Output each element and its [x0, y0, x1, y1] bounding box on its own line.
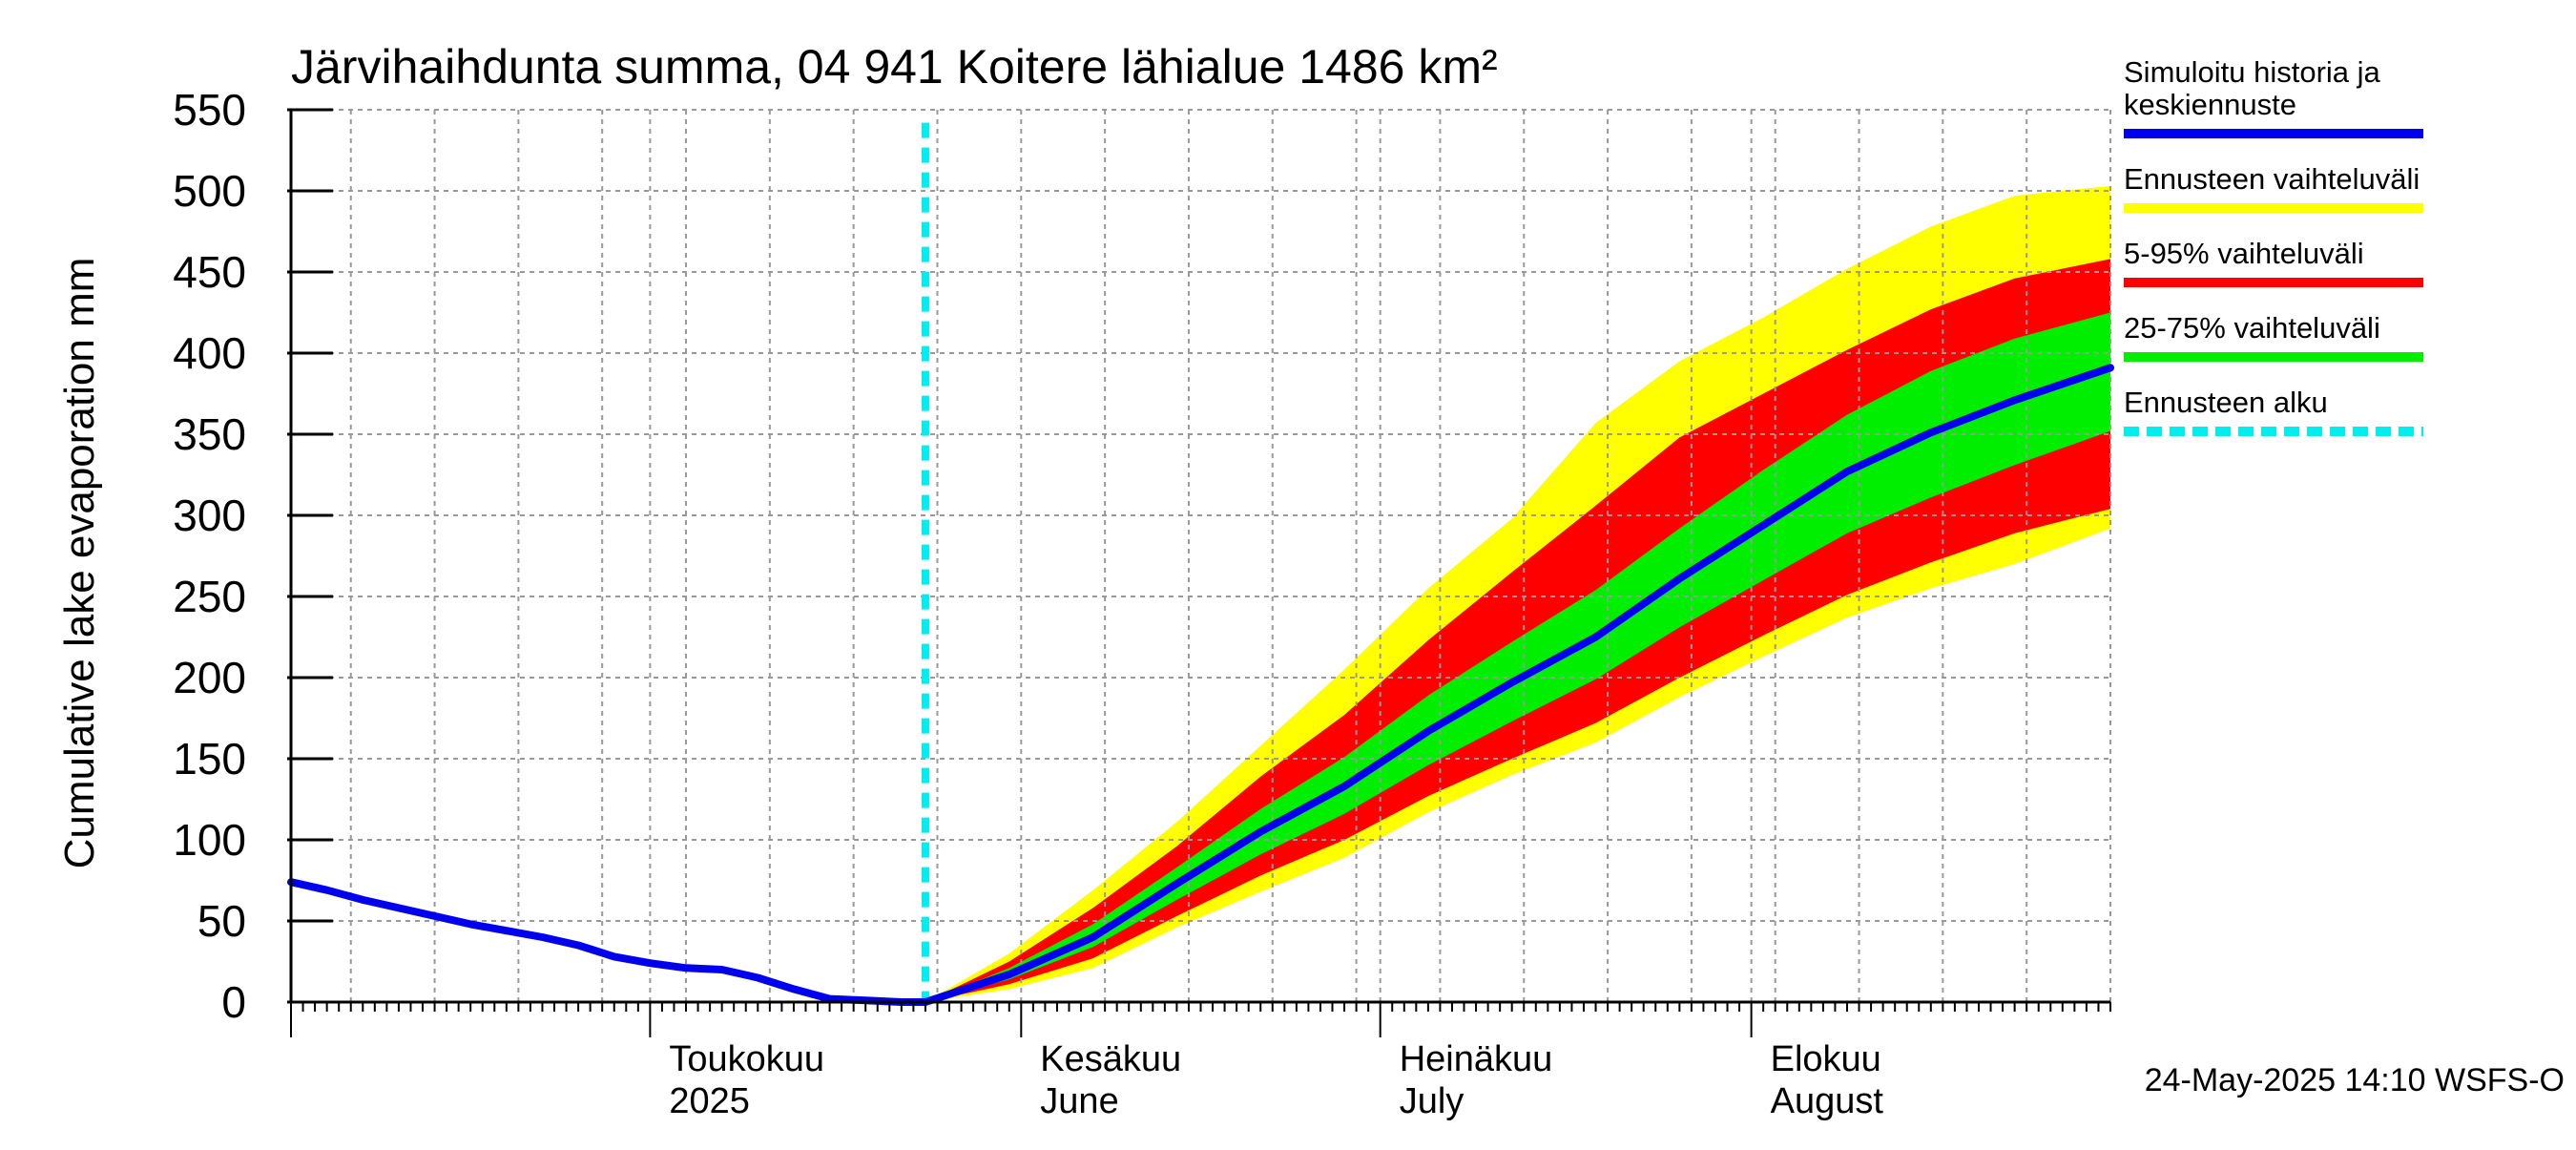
y-tick-label: 550 — [173, 85, 246, 135]
x-month-label: Toukokuu — [669, 1039, 824, 1079]
legend-label: 25-75% vaihteluväli — [2124, 311, 2380, 345]
legend-label: 5-95% vaihteluväli — [2124, 237, 2364, 270]
y-tick-label: 350 — [173, 409, 246, 459]
median-line — [287, 364, 2114, 1006]
y-tick-label: 50 — [197, 896, 246, 946]
forecast-bands — [924, 185, 2110, 1002]
series-lines — [287, 122, 2114, 1006]
y-tick-label: 250 — [173, 572, 246, 621]
x-month-sublabel: July — [1400, 1081, 1465, 1121]
y-axis-label: Cumulative lake evaporation mm — [56, 258, 103, 869]
y-tick-label: 500 — [173, 166, 246, 216]
legend-label: Simuloitu historia ja keskiennuste — [2124, 55, 2381, 121]
x-month-label: Heinäkuu — [1400, 1039, 1553, 1079]
band-25-75 — [924, 312, 2110, 1002]
timestamp-label: 24-May-2025 14:10 WSFS-O — [2145, 1062, 2565, 1098]
x-month-label: Kesäkuu — [1040, 1039, 1181, 1079]
y-tick-label: 0 — [221, 977, 246, 1027]
x-month-label: Elokuu — [1771, 1039, 1881, 1079]
chart-title: Järvihaihdunta summa, 04 941 Koitere läh… — [291, 40, 1498, 94]
x-month-sublabel: June — [1040, 1081, 1118, 1121]
grid-lines — [290, 109, 2111, 1003]
legend-label: Ennusteen alku — [2124, 386, 2328, 419]
y-tick-label: 400 — [173, 328, 246, 378]
legend-label: Ennusteen vaihteluväli — [2124, 162, 2420, 196]
x-month-sublabel: 2025 — [669, 1081, 750, 1121]
y-tick-label: 150 — [173, 734, 246, 784]
x-month-sublabel: August — [1771, 1081, 1884, 1121]
y-tick-label: 100 — [173, 815, 246, 865]
legend: Simuloitu historia ja keskiennuste Ennuste… — [2124, 55, 2423, 436]
y-tick-label: 300 — [173, 491, 246, 540]
y-tick-label: 200 — [173, 653, 246, 702]
y-axis-ticks: 0 50 100 150 200 250 300 350 400 450 500 550 — [173, 85, 333, 1027]
y-tick-label: 450 — [173, 247, 246, 297]
